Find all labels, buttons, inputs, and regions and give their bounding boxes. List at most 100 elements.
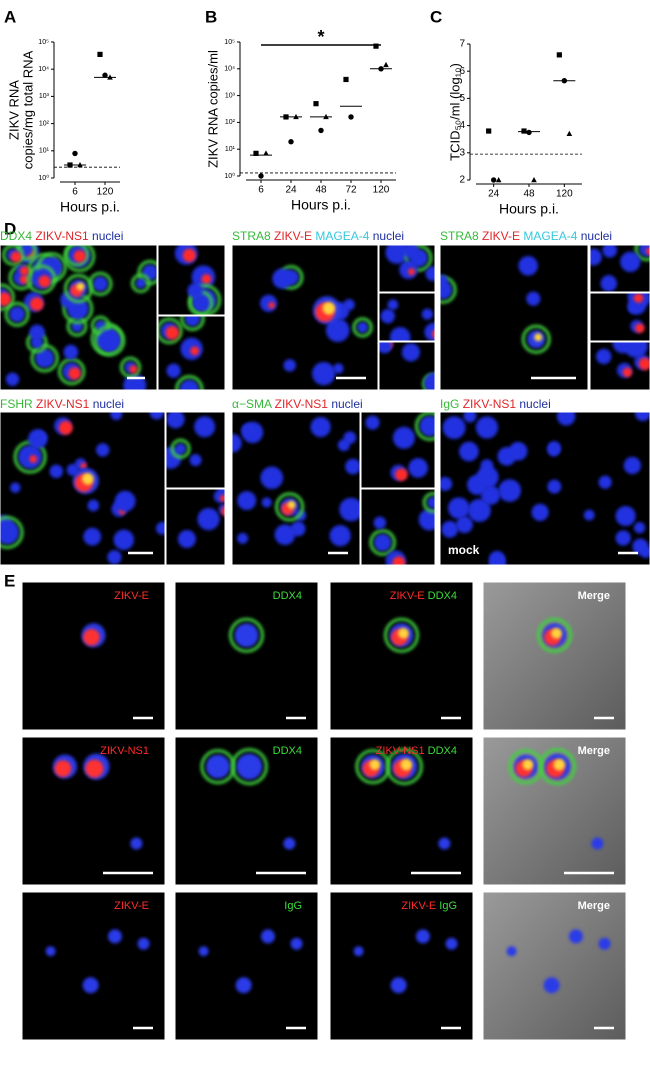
cell	[35, 348, 55, 368]
micrograph	[231, 244, 379, 391]
cell	[170, 438, 191, 459]
channel-name: FSHR	[0, 397, 36, 411]
cell	[590, 248, 602, 266]
cell	[384, 617, 419, 653]
data-point	[102, 72, 108, 78]
micrograph-bg	[175, 892, 318, 1040]
data-point	[566, 130, 573, 136]
cell	[184, 316, 201, 327]
cell	[16, 245, 37, 261]
cell	[438, 837, 451, 850]
cell	[76, 282, 85, 291]
micrograph-border	[482, 581, 627, 731]
data-point	[521, 128, 527, 134]
x-tick-label: 48	[315, 185, 327, 196]
micrograph-content	[174, 245, 221, 315]
micrograph-content	[260, 265, 373, 386]
cell	[365, 415, 380, 430]
cell	[175, 443, 187, 455]
micrograph-content	[506, 929, 611, 994]
cell	[73, 250, 86, 263]
cell	[9, 306, 26, 323]
cell	[119, 356, 141, 378]
y-tick-label: 10¹	[39, 148, 50, 155]
y-tick-label: 10¹	[225, 146, 236, 153]
y-tick-label: 10³	[225, 92, 236, 99]
data-point	[343, 76, 349, 83]
data-point	[107, 74, 113, 80]
micrograph-border	[329, 891, 474, 1041]
cell	[591, 837, 604, 850]
channel-label: IgG	[284, 900, 302, 912]
cell	[600, 275, 617, 292]
y-tick-label: 6	[459, 66, 465, 77]
cell	[80, 462, 87, 470]
cell	[379, 342, 392, 354]
micrograph-content	[379, 342, 435, 390]
cell	[310, 416, 331, 438]
micrograph-content	[365, 412, 435, 482]
cell	[445, 937, 458, 950]
micrograph-content	[166, 412, 216, 469]
data-point	[283, 114, 289, 120]
cell	[166, 363, 181, 378]
cell	[232, 433, 242, 453]
data-point	[531, 177, 537, 183]
cell	[401, 343, 420, 362]
cell	[369, 759, 381, 770]
channel-name: MAGEA-4	[523, 229, 580, 243]
data-point	[556, 52, 562, 58]
cell	[602, 245, 618, 258]
micrograph-content	[232, 416, 360, 547]
x-axis-label: Hours p.i.	[291, 197, 351, 213]
channel-name: Merge	[578, 745, 610, 757]
cell	[385, 245, 409, 264]
cell	[83, 527, 102, 546]
cell	[408, 458, 428, 478]
cell	[624, 342, 648, 358]
cell	[333, 363, 344, 374]
micrograph	[439, 411, 650, 566]
channel-name: STRA8	[232, 229, 274, 243]
micrograph	[589, 244, 650, 293]
channel-name: ZIKV-E	[274, 229, 315, 243]
cell	[54, 760, 72, 777]
data-point	[495, 177, 502, 183]
cell	[547, 444, 560, 457]
micrograph-content	[440, 412, 650, 565]
channel-name: nuclei	[331, 397, 362, 411]
cell	[463, 412, 477, 423]
channel-name: nuclei	[92, 229, 123, 243]
y-tick-label: 10²	[225, 119, 236, 126]
data-point	[490, 177, 497, 183]
data-point	[258, 173, 264, 179]
micrograph	[165, 488, 226, 566]
micrograph-bg	[330, 582, 473, 730]
cell	[424, 372, 435, 390]
micrograph-border	[174, 581, 319, 731]
cell	[45, 946, 56, 957]
cell	[398, 627, 409, 639]
cell	[93, 325, 126, 357]
cell	[556, 412, 576, 426]
cell	[531, 503, 549, 522]
cell	[329, 525, 351, 547]
cell	[187, 282, 203, 299]
cell	[407, 268, 416, 276]
cell	[98, 329, 121, 352]
micrograph-content	[229, 617, 264, 653]
cell	[399, 260, 418, 280]
cell	[387, 299, 399, 311]
micrograph	[21, 581, 166, 731]
channel-label: Merge	[578, 590, 610, 602]
channel-name: Merge	[578, 900, 610, 912]
micrograph	[0, 411, 166, 566]
micrograph-border	[482, 891, 627, 1041]
micrograph-bg	[232, 245, 378, 390]
cell	[356, 321, 369, 334]
micrograph	[174, 891, 319, 1041]
cell	[82, 977, 99, 994]
panel-letter: A	[4, 7, 16, 26]
y-tick-label: 10⁴	[224, 66, 235, 73]
